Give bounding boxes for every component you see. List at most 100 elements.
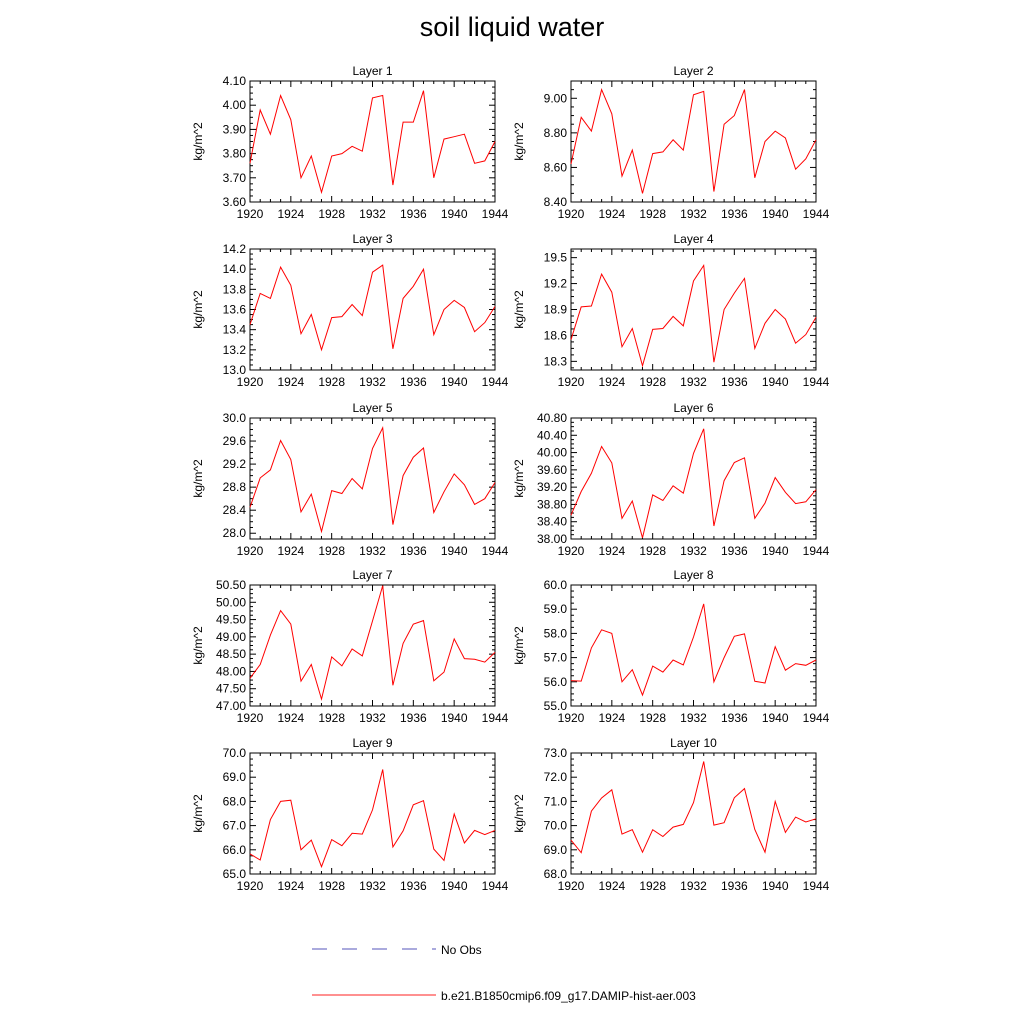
x-tick-label: 1928 xyxy=(318,375,345,389)
x-tick-label: 1932 xyxy=(359,711,386,725)
x-tick-label: 1924 xyxy=(277,207,304,221)
y-tick-label: 40.80 xyxy=(537,411,567,425)
y-axis-label: kg/m^2 xyxy=(512,794,526,833)
x-tick-label: 1944 xyxy=(482,711,509,725)
x-tick-label: 1928 xyxy=(639,711,666,725)
y-tick-label: 57.0 xyxy=(544,651,568,665)
x-tick-label: 1936 xyxy=(721,375,748,389)
y-tick-label: 60.0 xyxy=(544,578,568,592)
chart-panel: Layer 2 kg/m^2 1920 1924 1928 1932 1936 1940 194… xyxy=(512,64,830,221)
x-tick-label: 1924 xyxy=(598,879,625,893)
y-axis-label: kg/m^2 xyxy=(191,290,205,329)
y-tick-label: 49.00 xyxy=(216,630,246,644)
series-line xyxy=(570,428,817,538)
chart-main-title: soil liquid water xyxy=(419,12,605,42)
y-tick-label: 28.8 xyxy=(223,480,247,494)
chart-panel: Layer 3 kg/m^2 1920 1924 1928 1932 1936 1940 194… xyxy=(191,232,509,389)
y-tick-label: 8.40 xyxy=(544,195,568,209)
y-tick-label: 66.0 xyxy=(223,843,247,857)
y-tick-label: 50.50 xyxy=(216,578,246,592)
y-tick-label: 28.0 xyxy=(223,526,247,540)
y-tick-label: 14.2 xyxy=(223,242,247,256)
x-tick-label: 1924 xyxy=(277,711,304,725)
x-tick-label: 1932 xyxy=(680,879,707,893)
y-tick-label: 70.0 xyxy=(544,819,568,833)
plot-frame xyxy=(249,584,496,707)
x-tick-label: 1928 xyxy=(318,879,345,893)
x-tick-label: 1920 xyxy=(558,544,585,558)
y-tick-label: 13.6 xyxy=(223,303,247,317)
x-tick-label: 1940 xyxy=(762,879,789,893)
x-tick-label: 1940 xyxy=(441,711,468,725)
y-tick-label: 56.0 xyxy=(544,675,568,689)
x-tick-label: 1944 xyxy=(803,544,830,558)
x-tick-label: 1936 xyxy=(721,207,748,221)
y-tick-label: 4.10 xyxy=(223,74,247,88)
panel-title: Layer 4 xyxy=(673,232,713,246)
panel-title: Layer 1 xyxy=(352,64,392,78)
plot-frame xyxy=(249,752,496,875)
y-axis-label: kg/m^2 xyxy=(512,122,526,161)
x-tick-label: 1924 xyxy=(277,544,304,558)
series-line xyxy=(249,769,496,869)
x-tick-label: 1944 xyxy=(482,375,509,389)
x-tick-label: 1928 xyxy=(318,711,345,725)
x-tick-label: 1924 xyxy=(598,544,625,558)
panel-title: Layer 3 xyxy=(352,232,392,246)
x-tick-label: 1920 xyxy=(558,711,585,725)
y-tick-label: 50.00 xyxy=(216,595,246,609)
panel-title: Layer 5 xyxy=(352,401,392,415)
chart-panel: Layer 5 kg/m^2 1920 1924 1928 1932 1936 1940 194… xyxy=(191,401,509,558)
x-tick-label: 1940 xyxy=(762,375,789,389)
x-tick-label: 1932 xyxy=(680,375,707,389)
y-axis-label: kg/m^2 xyxy=(191,794,205,833)
y-tick-label: 9.00 xyxy=(544,91,568,105)
y-tick-label: 67.0 xyxy=(223,819,247,833)
y-tick-label: 69.0 xyxy=(223,770,247,784)
x-tick-label: 1936 xyxy=(400,375,427,389)
x-tick-label: 1932 xyxy=(680,544,707,558)
y-tick-label: 19.5 xyxy=(544,251,568,265)
y-tick-label: 69.0 xyxy=(544,843,568,857)
y-tick-label: 18.6 xyxy=(544,328,568,342)
x-tick-label: 1944 xyxy=(482,207,509,221)
x-tick-label: 1920 xyxy=(558,207,585,221)
x-tick-label: 1924 xyxy=(598,711,625,725)
x-tick-label: 1936 xyxy=(721,879,748,893)
x-tick-label: 1936 xyxy=(400,544,427,558)
y-tick-label: 14.0 xyxy=(223,262,247,276)
panel-title: Layer 2 xyxy=(673,64,713,78)
y-axis-label: kg/m^2 xyxy=(512,290,526,329)
y-tick-label: 65.0 xyxy=(223,867,247,881)
y-tick-label: 40.00 xyxy=(537,446,567,460)
y-tick-label: 48.50 xyxy=(216,647,246,661)
series-line xyxy=(570,603,817,697)
y-axis-label: kg/m^2 xyxy=(191,459,205,498)
y-tick-label: 68.0 xyxy=(223,794,247,808)
y-tick-label: 29.2 xyxy=(223,457,247,471)
y-tick-label: 29.6 xyxy=(223,434,247,448)
x-tick-label: 1940 xyxy=(762,207,789,221)
y-tick-label: 68.0 xyxy=(544,867,568,881)
x-tick-label: 1924 xyxy=(598,207,625,221)
x-tick-label: 1932 xyxy=(680,711,707,725)
y-tick-label: 18.3 xyxy=(544,354,568,368)
y-axis-label: kg/m^2 xyxy=(191,626,205,665)
y-tick-label: 13.8 xyxy=(223,282,247,296)
x-tick-label: 1932 xyxy=(359,207,386,221)
panel-title: Layer 8 xyxy=(673,568,713,582)
x-tick-label: 1936 xyxy=(400,711,427,725)
y-tick-label: 4.00 xyxy=(223,98,247,112)
x-tick-label: 1920 xyxy=(558,375,585,389)
x-tick-label: 1920 xyxy=(237,879,264,893)
panel-title: Layer 9 xyxy=(352,736,392,750)
y-tick-label: 47.50 xyxy=(216,682,246,696)
chart-panel: Layer 1 kg/m^2 1920 1924 1928 1932 1936 1940 194… xyxy=(191,64,509,221)
x-tick-label: 1940 xyxy=(762,544,789,558)
x-tick-label: 1944 xyxy=(803,207,830,221)
y-axis-label: kg/m^2 xyxy=(512,459,526,498)
x-tick-label: 1936 xyxy=(400,879,427,893)
y-tick-label: 48.00 xyxy=(216,664,246,678)
panel-title: Layer 10 xyxy=(670,736,717,750)
